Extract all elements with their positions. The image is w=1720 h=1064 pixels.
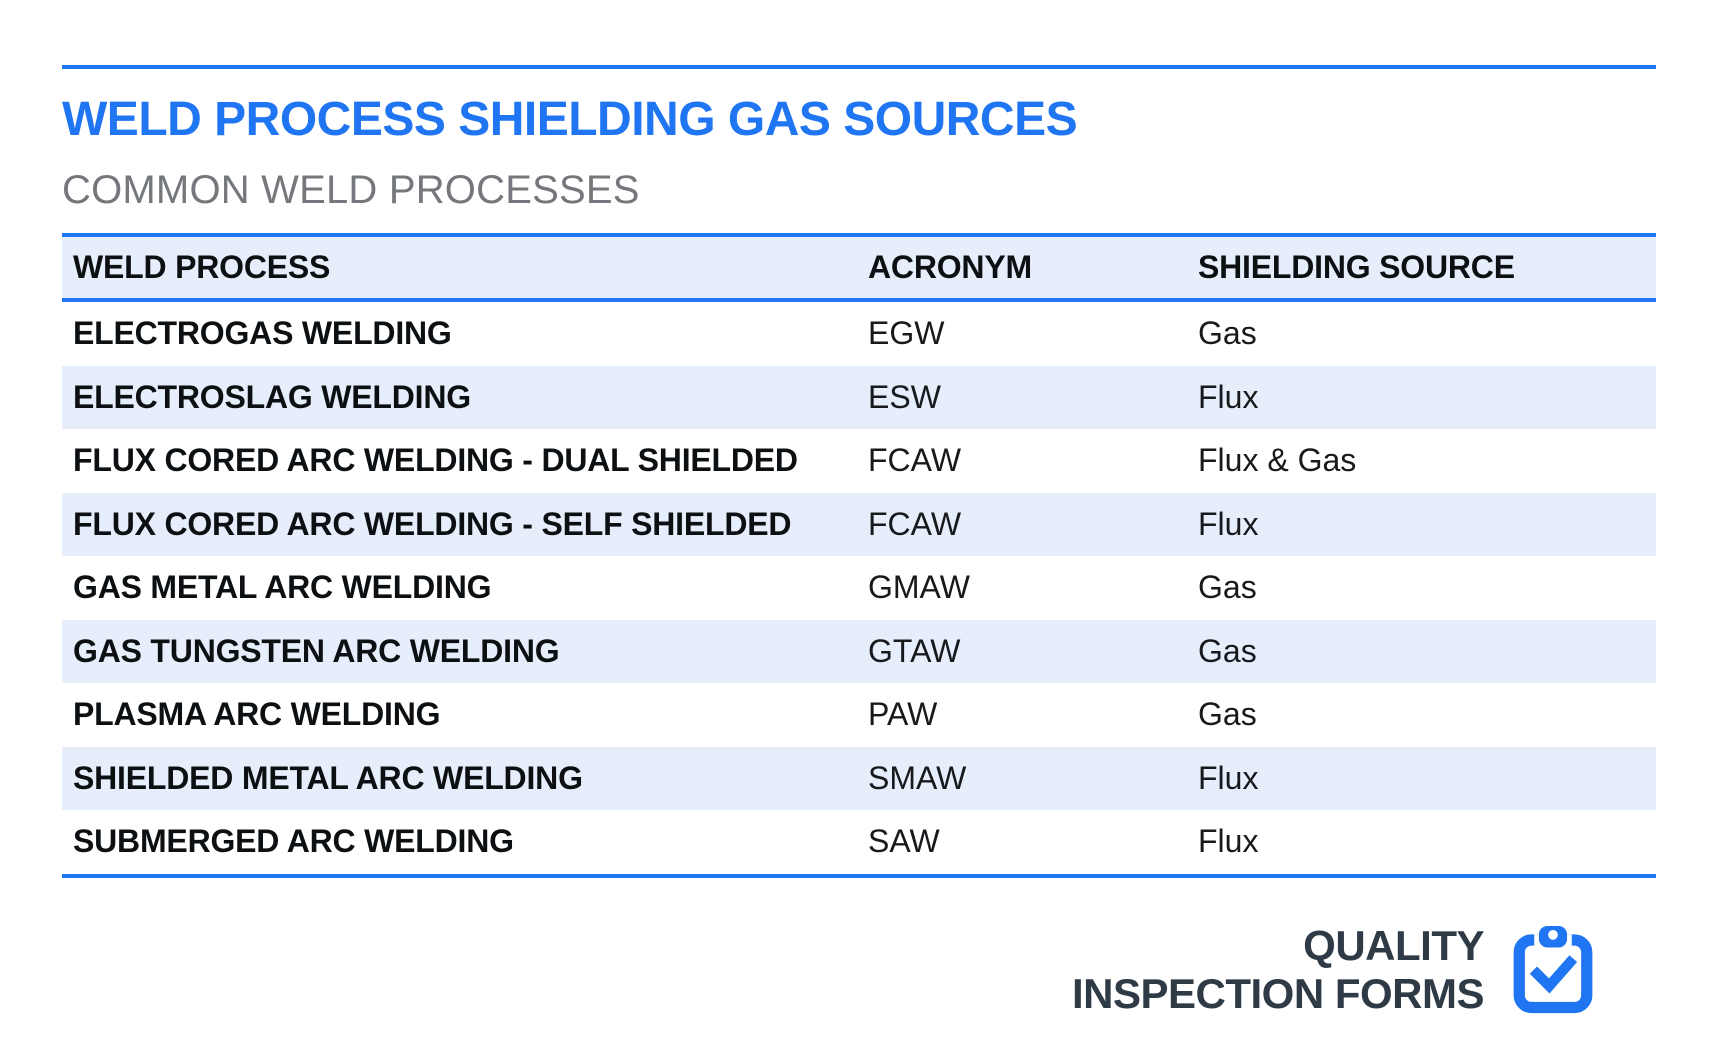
table-row: PLASMA ARC WELDING PAW Gas <box>62 683 1656 747</box>
table-row: ELECTROGAS WELDING EGW Gas <box>62 302 1656 366</box>
table-body: ELECTROGAS WELDING EGW Gas ELECTROSLAG W… <box>62 302 1656 874</box>
brand-name: QUALITY INSPECTION FORMS <box>1071 922 1485 1018</box>
page-subtitle: COMMON WELD PROCESSES <box>62 168 640 212</box>
process-cell: SHIELDED METAL ARC WELDING <box>73 759 583 796</box>
source-cell: Gas <box>1198 632 1257 669</box>
process-cell: PLASMA ARC WELDING <box>73 696 441 733</box>
header-acronym: ACRONYM <box>868 249 1032 285</box>
process-cell: ELECTROSLAG WELDING <box>73 378 471 415</box>
table-row: GAS TUNGSTEN ARC WELDING GTAW Gas <box>62 619 1656 683</box>
table-row: SHIELDED METAL ARC WELDING SMAW Flux <box>62 746 1656 810</box>
source-cell: Flux <box>1198 823 1259 860</box>
brand-block: QUALITY INSPECTION FORMS <box>1072 922 1598 1018</box>
table-row: FLUX CORED ARC WELDING - SELF SHIELDED F… <box>62 492 1656 556</box>
source-cell: Gas <box>1198 315 1257 352</box>
process-cell: ELECTROGAS WELDING <box>73 315 452 352</box>
table-row: GAS METAL ARC WELDING GMAW Gas <box>62 556 1656 620</box>
source-cell: Flux & Gas <box>1198 442 1357 479</box>
source-cell: Gas <box>1198 569 1257 606</box>
table-row: SUBMERGED ARC WELDING SAW Flux <box>62 810 1656 874</box>
brand-line-2: INSPECTION FORMS <box>1071 970 1485 1017</box>
process-cell: FLUX CORED ARC WELDING - SELF SHIELDED <box>73 505 792 542</box>
acronym-cell: FCAW <box>868 442 962 479</box>
acronym-cell: ESW <box>868 378 941 415</box>
page-title: WELD PROCESS SHIELDING GAS SOURCES <box>62 93 1078 146</box>
header-shielding-source: SHIELDING SOURCE <box>1198 249 1515 285</box>
process-cell: GAS METAL ARC WELDING <box>73 569 492 606</box>
acronym-cell: PAW <box>868 696 938 733</box>
header-weld-process: WELD PROCESS <box>73 249 331 285</box>
process-cell: SUBMERGED ARC WELDING <box>73 823 514 860</box>
source-cell: Flux <box>1198 378 1259 415</box>
acronym-cell: SAW <box>868 823 940 860</box>
process-cell: GAS TUNGSTEN ARC WELDING <box>73 632 560 669</box>
source-cell: Gas <box>1198 696 1257 733</box>
acronym-cell: GMAW <box>868 569 970 606</box>
table-row: ELECTROSLAG WELDING ESW Flux <box>62 365 1656 429</box>
process-cell: FLUX CORED ARC WELDING - DUAL SHIELDED <box>73 442 798 479</box>
acronym-cell: GTAW <box>868 632 961 669</box>
clipboard-check-icon <box>1513 925 1593 1014</box>
acronym-cell: EGW <box>868 315 945 352</box>
acronym-cell: SMAW <box>868 759 967 796</box>
source-cell: Flux <box>1198 505 1259 542</box>
weld-process-table: WELD PROCESS ACRONYM SHIELDING SOURCE EL… <box>62 233 1656 878</box>
source-cell: Flux <box>1198 759 1259 796</box>
acronym-cell: FCAW <box>868 505 962 542</box>
table-row: FLUX CORED ARC WELDING - DUAL SHIELDED F… <box>62 429 1656 493</box>
table-header-row: WELD PROCESS ACRONYM SHIELDING SOURCE <box>62 233 1656 302</box>
brand-line-1: QUALITY <box>1303 922 1484 969</box>
top-divider <box>62 65 1656 69</box>
